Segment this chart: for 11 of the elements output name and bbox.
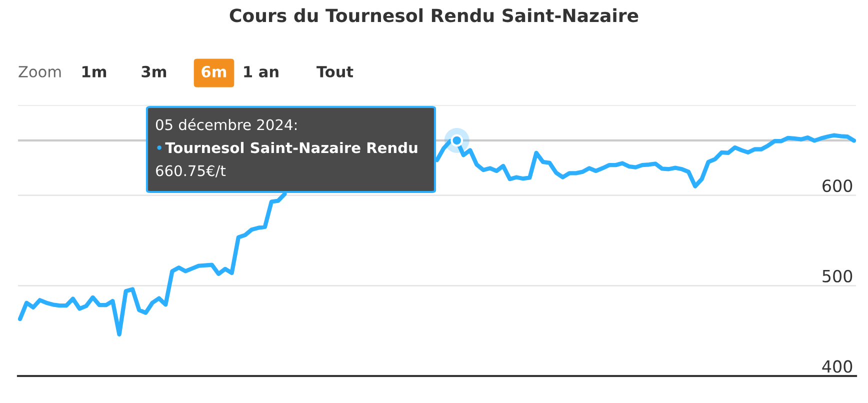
chart-title: Cours du Tournesol Rendu Saint-Nazaire — [230, 8, 638, 22]
annotation: 05 décembre 2024: • Tournesol Saint-Nazaire Rendu 660.75€/t — [156, 118, 418, 178]
y-tick-label: 500 — [822, 270, 852, 282]
text: 6m — [202, 66, 226, 78]
y-tick-label: 600 — [822, 179, 852, 192]
text: Tout — [316, 66, 354, 78]
y-tick-label: 400 — [822, 360, 852, 373]
text: Zoom — [18, 66, 61, 78]
text: 1 an — [244, 66, 278, 78]
text: 1m — [82, 66, 106, 78]
text: 3m — [142, 66, 166, 78]
